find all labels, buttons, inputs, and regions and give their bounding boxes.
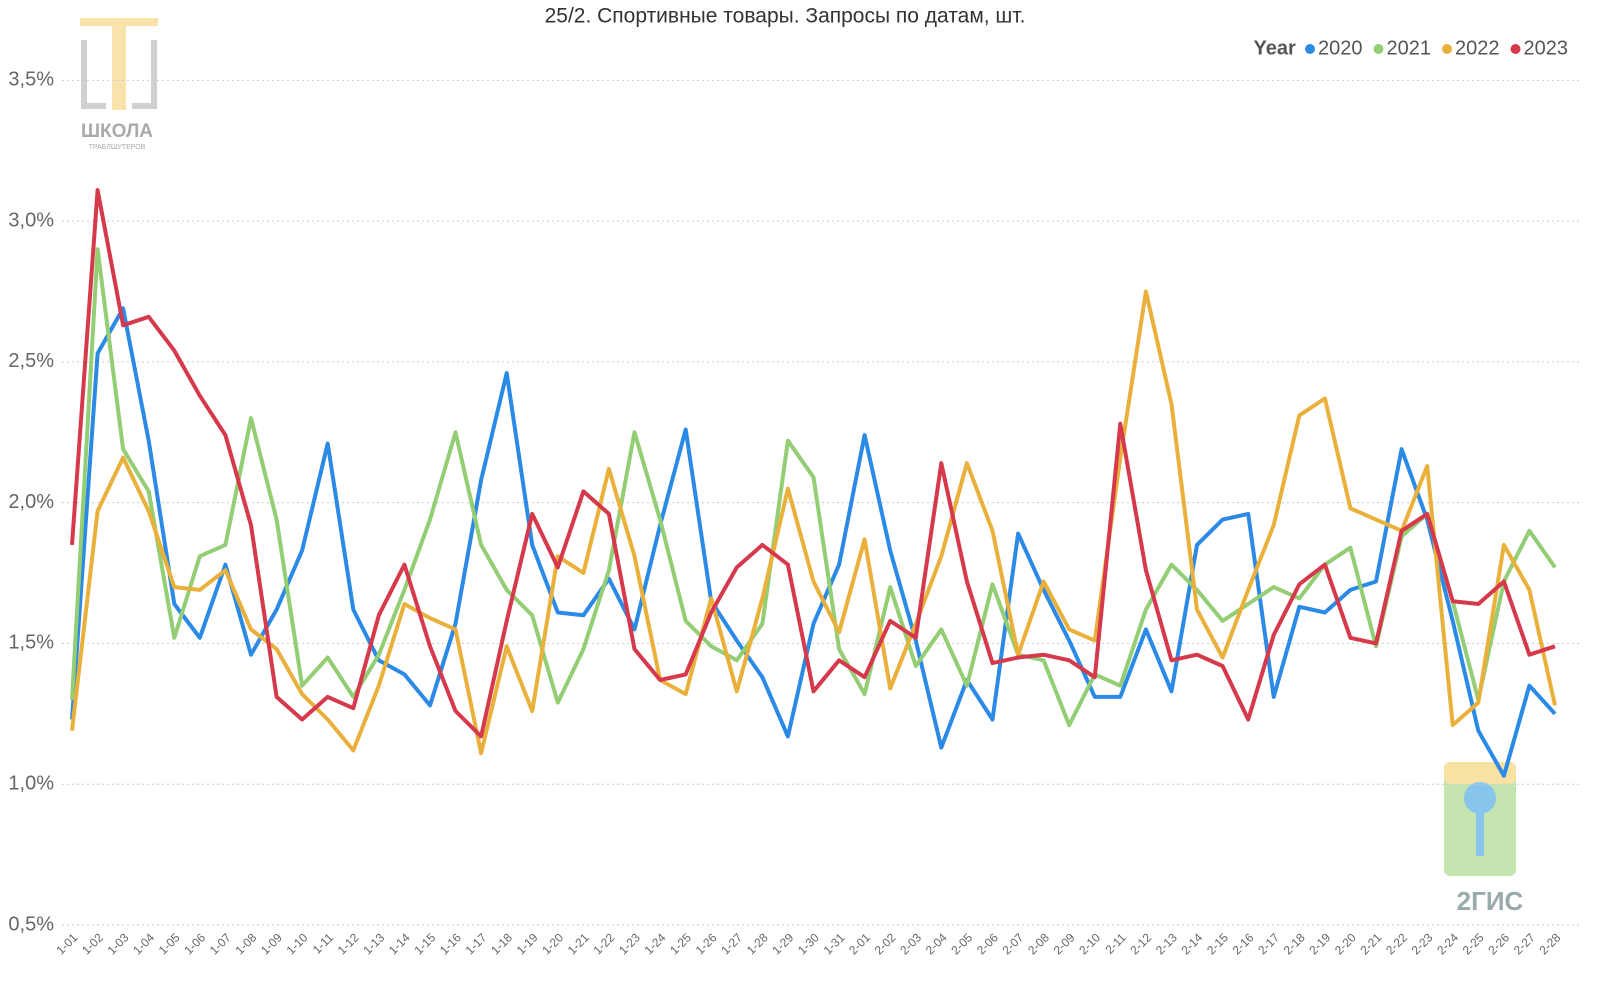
legend-label: 2023 xyxy=(1524,37,1569,59)
x-tick-label: 1-24 xyxy=(642,930,669,957)
x-tick-label: 1-13 xyxy=(360,930,387,957)
x-tick-label: 2-12 xyxy=(1127,930,1154,957)
y-tick-label: 2,5% xyxy=(8,350,54,372)
watermark: ТРАБЛШУТЕРОВ xyxy=(89,144,146,151)
series-line xyxy=(70,289,1557,756)
x-tick-label: 1-17 xyxy=(463,930,490,957)
legend-marker xyxy=(1373,44,1384,54)
x-tick-label: 1-15 xyxy=(411,930,438,957)
logo-left xyxy=(80,18,158,110)
x-tick-label: 2-20 xyxy=(1332,930,1359,957)
x-tick-label: 1-22 xyxy=(590,930,617,957)
x-tick-label: 1-02 xyxy=(79,930,106,957)
x-tick-label: 2-15 xyxy=(1204,930,1231,957)
x-tick-label: 1-08 xyxy=(232,930,259,957)
x-tick-label: 1-18 xyxy=(488,930,515,957)
x-tick-label: 2-22 xyxy=(1383,930,1410,957)
y-tick-label: 3,5% xyxy=(8,69,54,91)
x-tick-label: 1-27 xyxy=(718,930,745,957)
x-tick-label: 1-11 xyxy=(310,930,336,956)
watermark: 2ГИС xyxy=(1457,886,1524,916)
series-line xyxy=(70,306,1557,778)
x-tick-label: 1-05 xyxy=(156,930,183,957)
x-tick-label: 2-13 xyxy=(1153,930,1180,957)
x-tick-label: 1-03 xyxy=(105,930,132,957)
x-tick-label: 2-28 xyxy=(1536,930,1563,957)
legend-label: 2020 xyxy=(1318,37,1363,59)
x-tick-label: 1-28 xyxy=(744,930,771,957)
y-tick-label: 1,5% xyxy=(8,632,54,654)
x-tick-label: 2-02 xyxy=(872,930,899,957)
x-tick-label: 2-05 xyxy=(948,930,975,957)
x-tick-label: 1-10 xyxy=(284,930,311,957)
x-tick-label: 2-14 xyxy=(1179,930,1206,957)
logo-right xyxy=(1444,762,1516,876)
legend-label: 2021 xyxy=(1387,37,1432,59)
x-tick-label: 1-31 xyxy=(821,930,848,957)
x-tick-label: 1-26 xyxy=(693,930,720,957)
x-tick-label: 2-04 xyxy=(923,930,950,957)
x-tick-label: 2-21 xyxy=(1357,930,1384,957)
x-tick-label: 1-12 xyxy=(335,930,362,957)
x-tick-label: 2-03 xyxy=(897,930,924,957)
legend-title: Year xyxy=(1254,37,1296,59)
x-tick-label: 1-23 xyxy=(616,930,643,957)
x-tick-label: 1-09 xyxy=(258,930,285,957)
x-tick-label: 2-08 xyxy=(1025,930,1052,957)
x-tick-label: 1-19 xyxy=(514,930,541,957)
x-tick-label: 1-25 xyxy=(667,930,694,957)
x-tick-label: 1-04 xyxy=(130,930,157,957)
watermark: ШКОЛА xyxy=(81,121,153,142)
x-tick-label: 2-26 xyxy=(1485,930,1512,957)
y-tick-label: 1,0% xyxy=(8,773,54,795)
x-tick-label: 1-20 xyxy=(539,930,566,957)
x-tick-label: 2-18 xyxy=(1281,930,1308,957)
y-tick-label: 3,0% xyxy=(8,209,54,231)
x-tick-label: 2-01 xyxy=(846,930,873,957)
y-tick-label: 2,0% xyxy=(8,491,54,513)
x-tick-label: 1-30 xyxy=(795,930,822,957)
legend: Year 2020 2021 2022 2023 xyxy=(1254,37,1568,59)
chart-title: 25/2. Спортивные товары. Запросы по дата… xyxy=(545,5,1026,28)
series-line xyxy=(70,247,1557,728)
x-tick-label: 2-06 xyxy=(974,930,1001,957)
x-tick-label: 2-27 xyxy=(1511,930,1538,957)
x-tick-label: 2-23 xyxy=(1409,930,1436,957)
legend-label: 2022 xyxy=(1455,37,1500,59)
x-tick-label: 2-09 xyxy=(1051,930,1078,957)
x-tick-label: 1-01 xyxy=(53,930,80,957)
x-tick-label: 1-29 xyxy=(769,930,796,957)
legend-marker xyxy=(1305,44,1315,54)
y-tick-label: 0,5% xyxy=(8,913,54,935)
x-tick-label: 1-07 xyxy=(207,930,234,957)
x-tick-label: 2-17 xyxy=(1255,930,1282,957)
x-tick-label: 1-21 xyxy=(565,930,592,957)
x-tick-label: 1-06 xyxy=(181,930,208,957)
x-tick-label: 2-11 xyxy=(1102,930,1128,956)
x-tick-label: 2-19 xyxy=(1306,930,1333,957)
x-tick-label: 2-25 xyxy=(1460,930,1487,957)
series-line xyxy=(70,188,1556,739)
x-tick-label: 1-14 xyxy=(386,930,413,957)
x-tick-label: 2-24 xyxy=(1434,930,1461,957)
legend-marker xyxy=(1442,44,1452,54)
x-tick-label: 2-07 xyxy=(1000,930,1027,957)
x-tick-label: 1-16 xyxy=(437,930,464,957)
legend-marker xyxy=(1510,44,1521,54)
x-tick-label: 2-10 xyxy=(1076,930,1103,957)
x-tick-label: 2-16 xyxy=(1230,930,1257,957)
